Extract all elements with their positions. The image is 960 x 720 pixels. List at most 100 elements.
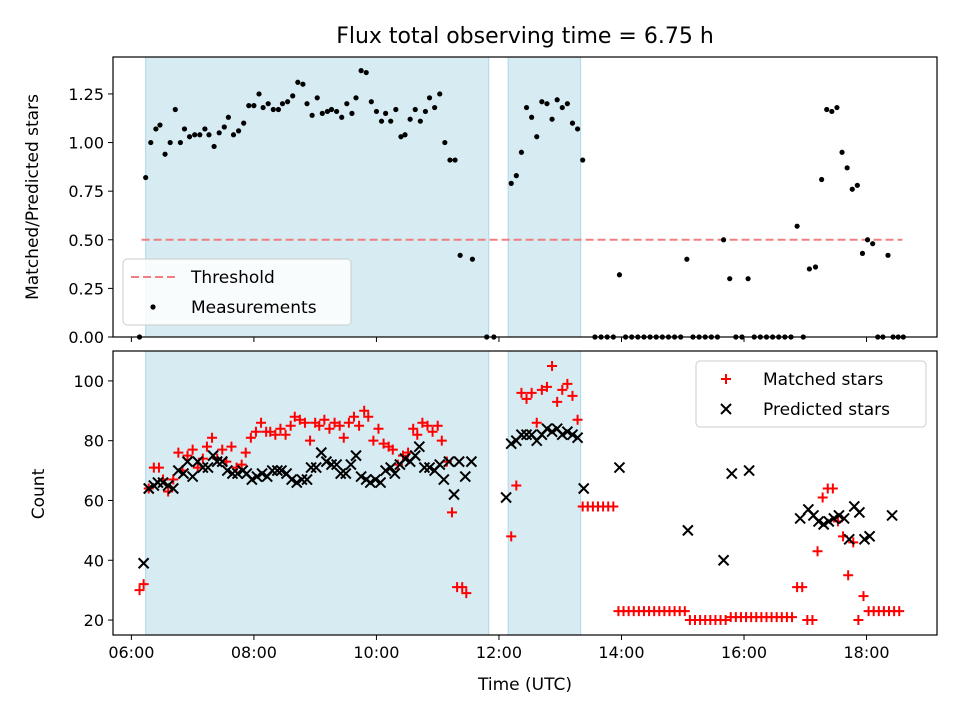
matched-star-point <box>516 387 527 398</box>
measurement-point <box>256 91 262 97</box>
predicted-star-point <box>320 455 333 468</box>
measurement-point <box>225 114 231 120</box>
measurement-point <box>319 110 325 116</box>
matched-star-point <box>168 474 179 485</box>
x-tick-label: 16:00 <box>721 643 767 662</box>
predicted-star-point <box>434 458 446 471</box>
matched-star-point <box>329 417 340 428</box>
predicted-star-point <box>251 470 263 483</box>
predicted-star-point <box>726 467 738 480</box>
predicted-star-point <box>256 467 268 480</box>
predicted-star-point <box>143 482 155 495</box>
predicted-star-point <box>231 467 244 480</box>
predicted-star-point <box>438 473 450 486</box>
predicted-star-point <box>413 440 426 453</box>
matched-star-point <box>427 426 438 437</box>
matched-star-point <box>572 414 583 425</box>
top-legend-box <box>122 258 352 326</box>
measurement-point <box>806 266 812 272</box>
matched-star-point <box>363 411 374 422</box>
measurement-point <box>328 106 335 113</box>
measurement-point <box>437 91 443 97</box>
measurement-point <box>412 106 418 113</box>
matched-star-point <box>138 579 149 590</box>
matched-star-point <box>240 447 251 458</box>
matched-star-point <box>506 531 517 542</box>
measurement-point <box>539 99 545 105</box>
matched-star-point <box>270 429 281 440</box>
predicted-star-point <box>418 461 431 474</box>
matched-star-point <box>182 450 193 461</box>
matched-star-point <box>787 612 798 623</box>
predicted-star-point <box>197 461 209 474</box>
measurement-point <box>518 149 525 155</box>
x-tick-label: 14:00 <box>598 643 644 662</box>
predicted-star-point <box>226 467 239 480</box>
matched-star-point <box>817 492 828 503</box>
matched-star-point <box>236 459 247 470</box>
matched-star-point <box>265 426 276 437</box>
measurement-point <box>422 108 429 115</box>
matched-star-point <box>531 417 542 428</box>
top-legend: Threshold Measurements <box>122 258 352 326</box>
measurement-point <box>368 99 374 105</box>
threshold-legend-label: Threshold <box>190 268 275 288</box>
measurement-point <box>246 103 252 109</box>
predicted-star-point <box>465 455 478 468</box>
measurement-point <box>153 126 159 132</box>
predicted-star-point <box>285 473 298 486</box>
matched-star-point <box>541 381 552 392</box>
measurement-point <box>529 114 535 120</box>
predicted-star-point <box>301 473 313 486</box>
measurement-point <box>143 174 149 181</box>
bottom-panel: 20 40 60 80 100 06:00 08:00 10:00 12:00 14:00 16:0… <box>73 350 938 662</box>
matched-star-point <box>552 396 563 407</box>
measurement-point <box>870 241 876 247</box>
measurement-point <box>417 118 423 124</box>
matched-star-point <box>319 414 330 425</box>
measurement-point <box>324 108 331 115</box>
matched-star-point <box>557 384 568 395</box>
measurement-point <box>544 101 550 107</box>
matched-star-point <box>334 420 345 431</box>
matched-star-point <box>432 420 443 431</box>
predicted-star-point <box>794 512 806 525</box>
matched-star-point <box>256 417 267 428</box>
measurement-point <box>849 186 855 192</box>
measurement-point <box>684 256 690 262</box>
predicted-star-point <box>828 512 840 525</box>
matched-star-point <box>343 417 354 428</box>
predicted-star-point <box>682 524 694 537</box>
y-tick-label: 20 <box>84 611 104 630</box>
y-tick-label: 1.25 <box>68 85 104 104</box>
predicted-star-point <box>202 461 214 474</box>
predicted-star-point <box>216 455 228 468</box>
measurement-point <box>564 101 570 107</box>
matched-star-point <box>679 606 690 617</box>
predicted-star-point <box>561 426 574 438</box>
measurement-point <box>334 108 340 115</box>
measurement-point <box>854 182 860 188</box>
measurement-point <box>192 132 198 138</box>
measurement-point <box>378 118 385 124</box>
measurement-point <box>344 101 350 107</box>
predicted-star-point <box>613 461 626 474</box>
measurement-point <box>457 252 463 258</box>
observing-window-band <box>507 350 582 636</box>
y-tick-label: 1.00 <box>68 134 104 153</box>
measurement-point <box>363 69 369 76</box>
chart-title: Flux total observing time = 6.75 h <box>336 24 714 49</box>
predicted-star-point <box>863 530 876 543</box>
matched-star-point <box>457 582 468 593</box>
matched-star-point <box>378 438 389 449</box>
measurements-legend-label: Measurements <box>191 298 317 318</box>
matched-star-point <box>408 423 419 434</box>
matched-star-point <box>338 432 349 443</box>
matched-star-point <box>153 462 164 473</box>
matched-star-point <box>373 423 384 434</box>
predicted-star-point <box>853 506 866 519</box>
predicted-star-point <box>546 426 558 438</box>
predicted-star-point <box>177 467 190 480</box>
measurement-point <box>447 157 453 163</box>
predicted-star-point <box>578 482 590 495</box>
